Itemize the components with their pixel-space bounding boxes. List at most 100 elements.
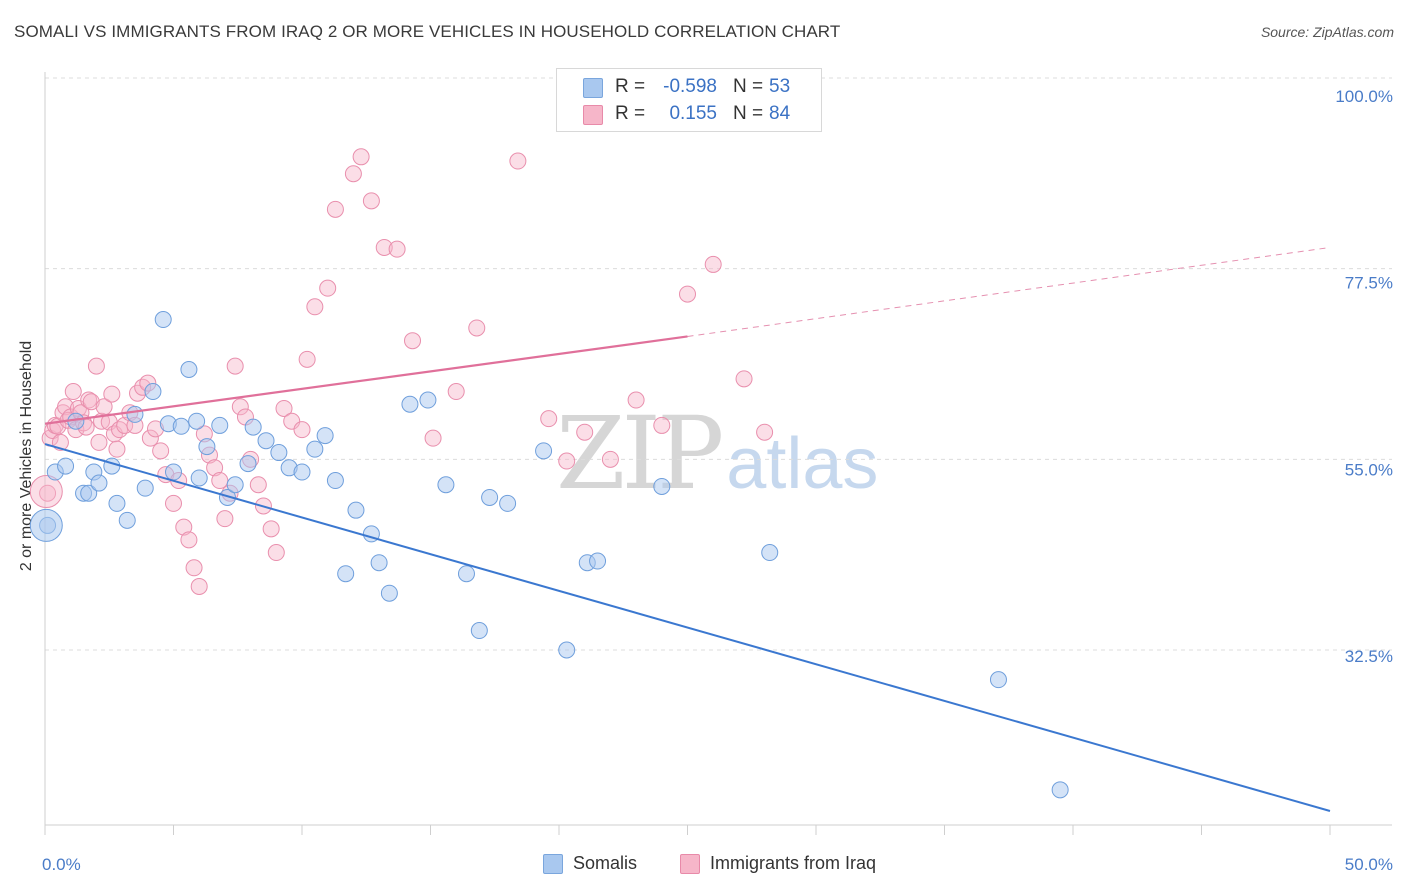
somali-point: [103, 457, 121, 475]
somali-point: [126, 405, 144, 423]
somali-point: [293, 463, 311, 481]
stats-r-label: R =: [615, 103, 646, 124]
somali-point: [499, 494, 517, 512]
stats-r-label: R =: [615, 76, 646, 97]
somali-point: [316, 427, 334, 445]
iraq-point: [735, 370, 753, 388]
somali-point: [136, 479, 154, 497]
iraq-point: [468, 319, 486, 337]
iraq-point: [262, 520, 280, 538]
somali-point: [457, 565, 475, 583]
x-tick-label: 0.0%: [42, 855, 81, 874]
somali-point: [653, 477, 671, 495]
somali-point: [535, 442, 553, 460]
somali-point: [188, 412, 206, 430]
iraq-point: [175, 518, 193, 536]
chart-title: SOMALI VS IMMIGRANTS FROM IRAQ 2 OR MORE…: [14, 22, 841, 41]
iraq-point: [601, 450, 619, 468]
iraq-point: [558, 452, 576, 470]
y-tick-label: 55.0%: [1345, 460, 1393, 479]
iraq-point: [375, 238, 393, 256]
iraq-point: [80, 391, 98, 409]
iraq-point: [298, 350, 316, 368]
iraq-point: [344, 165, 362, 183]
iraq-point: [190, 577, 208, 595]
somali-point: [306, 440, 324, 458]
stats-r-value: -0.598: [663, 76, 717, 97]
iraq-point: [216, 510, 234, 528]
iraq-point: [231, 398, 249, 416]
iraq-point: [627, 391, 645, 409]
somali-points: [29, 311, 1069, 799]
stats-n-value: 84: [769, 103, 791, 124]
iraq-trend-extension: [687, 246, 1331, 337]
somali-point: [29, 508, 63, 542]
somali-point: [154, 311, 172, 329]
legend-label-iraq: Immigrants from Iraq: [710, 853, 877, 873]
iraq-trend-line: [44, 335, 688, 425]
legend-swatch-iraq: [680, 854, 700, 874]
watermark-atlas: atlas: [726, 424, 879, 504]
somali-point: [589, 552, 607, 570]
stats-row-somalis: R = -0.598 N = 53: [557, 74, 821, 100]
somali-point: [80, 484, 98, 502]
legend-swatch-somalis: [543, 854, 563, 874]
iraq-point: [116, 416, 134, 434]
iraq-point: [39, 484, 57, 502]
grid-lines: [45, 77, 1392, 651]
iraq-point: [447, 383, 465, 401]
somali-point: [347, 501, 365, 519]
iraq-point: [306, 298, 324, 316]
iraq-point: [87, 357, 105, 375]
iraq-point: [326, 200, 344, 218]
stats-swatch-somalis: [583, 78, 603, 98]
iraq-point: [108, 440, 126, 458]
somali-point: [401, 395, 419, 413]
somali-point: [190, 469, 208, 487]
iraq-point: [679, 285, 696, 303]
iraq-point: [226, 357, 244, 375]
somali-point: [198, 438, 216, 456]
trend-lines: [44, 246, 1331, 812]
iraq-point: [653, 416, 671, 434]
iraq-point: [82, 393, 100, 411]
stats-n-label: N =: [733, 76, 764, 97]
iraq-point: [211, 472, 229, 490]
iraq-point: [424, 429, 442, 447]
somali-point: [144, 383, 162, 401]
somali-point: [470, 622, 488, 640]
legend-label-somalis: Somalis: [573, 853, 638, 873]
iraq-point: [756, 423, 774, 441]
iraq-point: [388, 240, 406, 258]
y-tick-label: 100.0%: [1335, 87, 1393, 106]
stats-n-value: 53: [769, 76, 791, 97]
iraq-point: [103, 385, 121, 403]
stats-n-label: N =: [733, 103, 764, 124]
iraq-point: [180, 531, 198, 549]
somali-point: [370, 554, 388, 572]
iraq-point: [29, 475, 63, 509]
somali-point: [437, 476, 455, 494]
iraq-point: [64, 383, 82, 401]
iraq-point: [352, 148, 370, 166]
somali-point: [239, 455, 257, 473]
iraq-point: [90, 433, 108, 451]
stats-r-value: 0.155: [669, 103, 717, 124]
somali-point: [257, 432, 275, 450]
somali-point: [558, 641, 576, 659]
somali-point: [481, 488, 499, 506]
somali-point: [108, 494, 126, 512]
iraq-point: [267, 544, 285, 562]
y-tick-label: 32.5%: [1345, 647, 1393, 666]
somali-point: [211, 416, 229, 434]
somali-point: [326, 472, 344, 490]
somali-point: [180, 361, 198, 379]
somali-point: [989, 671, 1007, 689]
y-tick-label: 77.5%: [1345, 274, 1393, 293]
iraq-point: [362, 192, 380, 210]
somali-point: [337, 565, 355, 583]
axes: [44, 72, 1392, 835]
watermark-zip: ZIP: [556, 395, 724, 512]
iraq-point: [319, 279, 337, 297]
